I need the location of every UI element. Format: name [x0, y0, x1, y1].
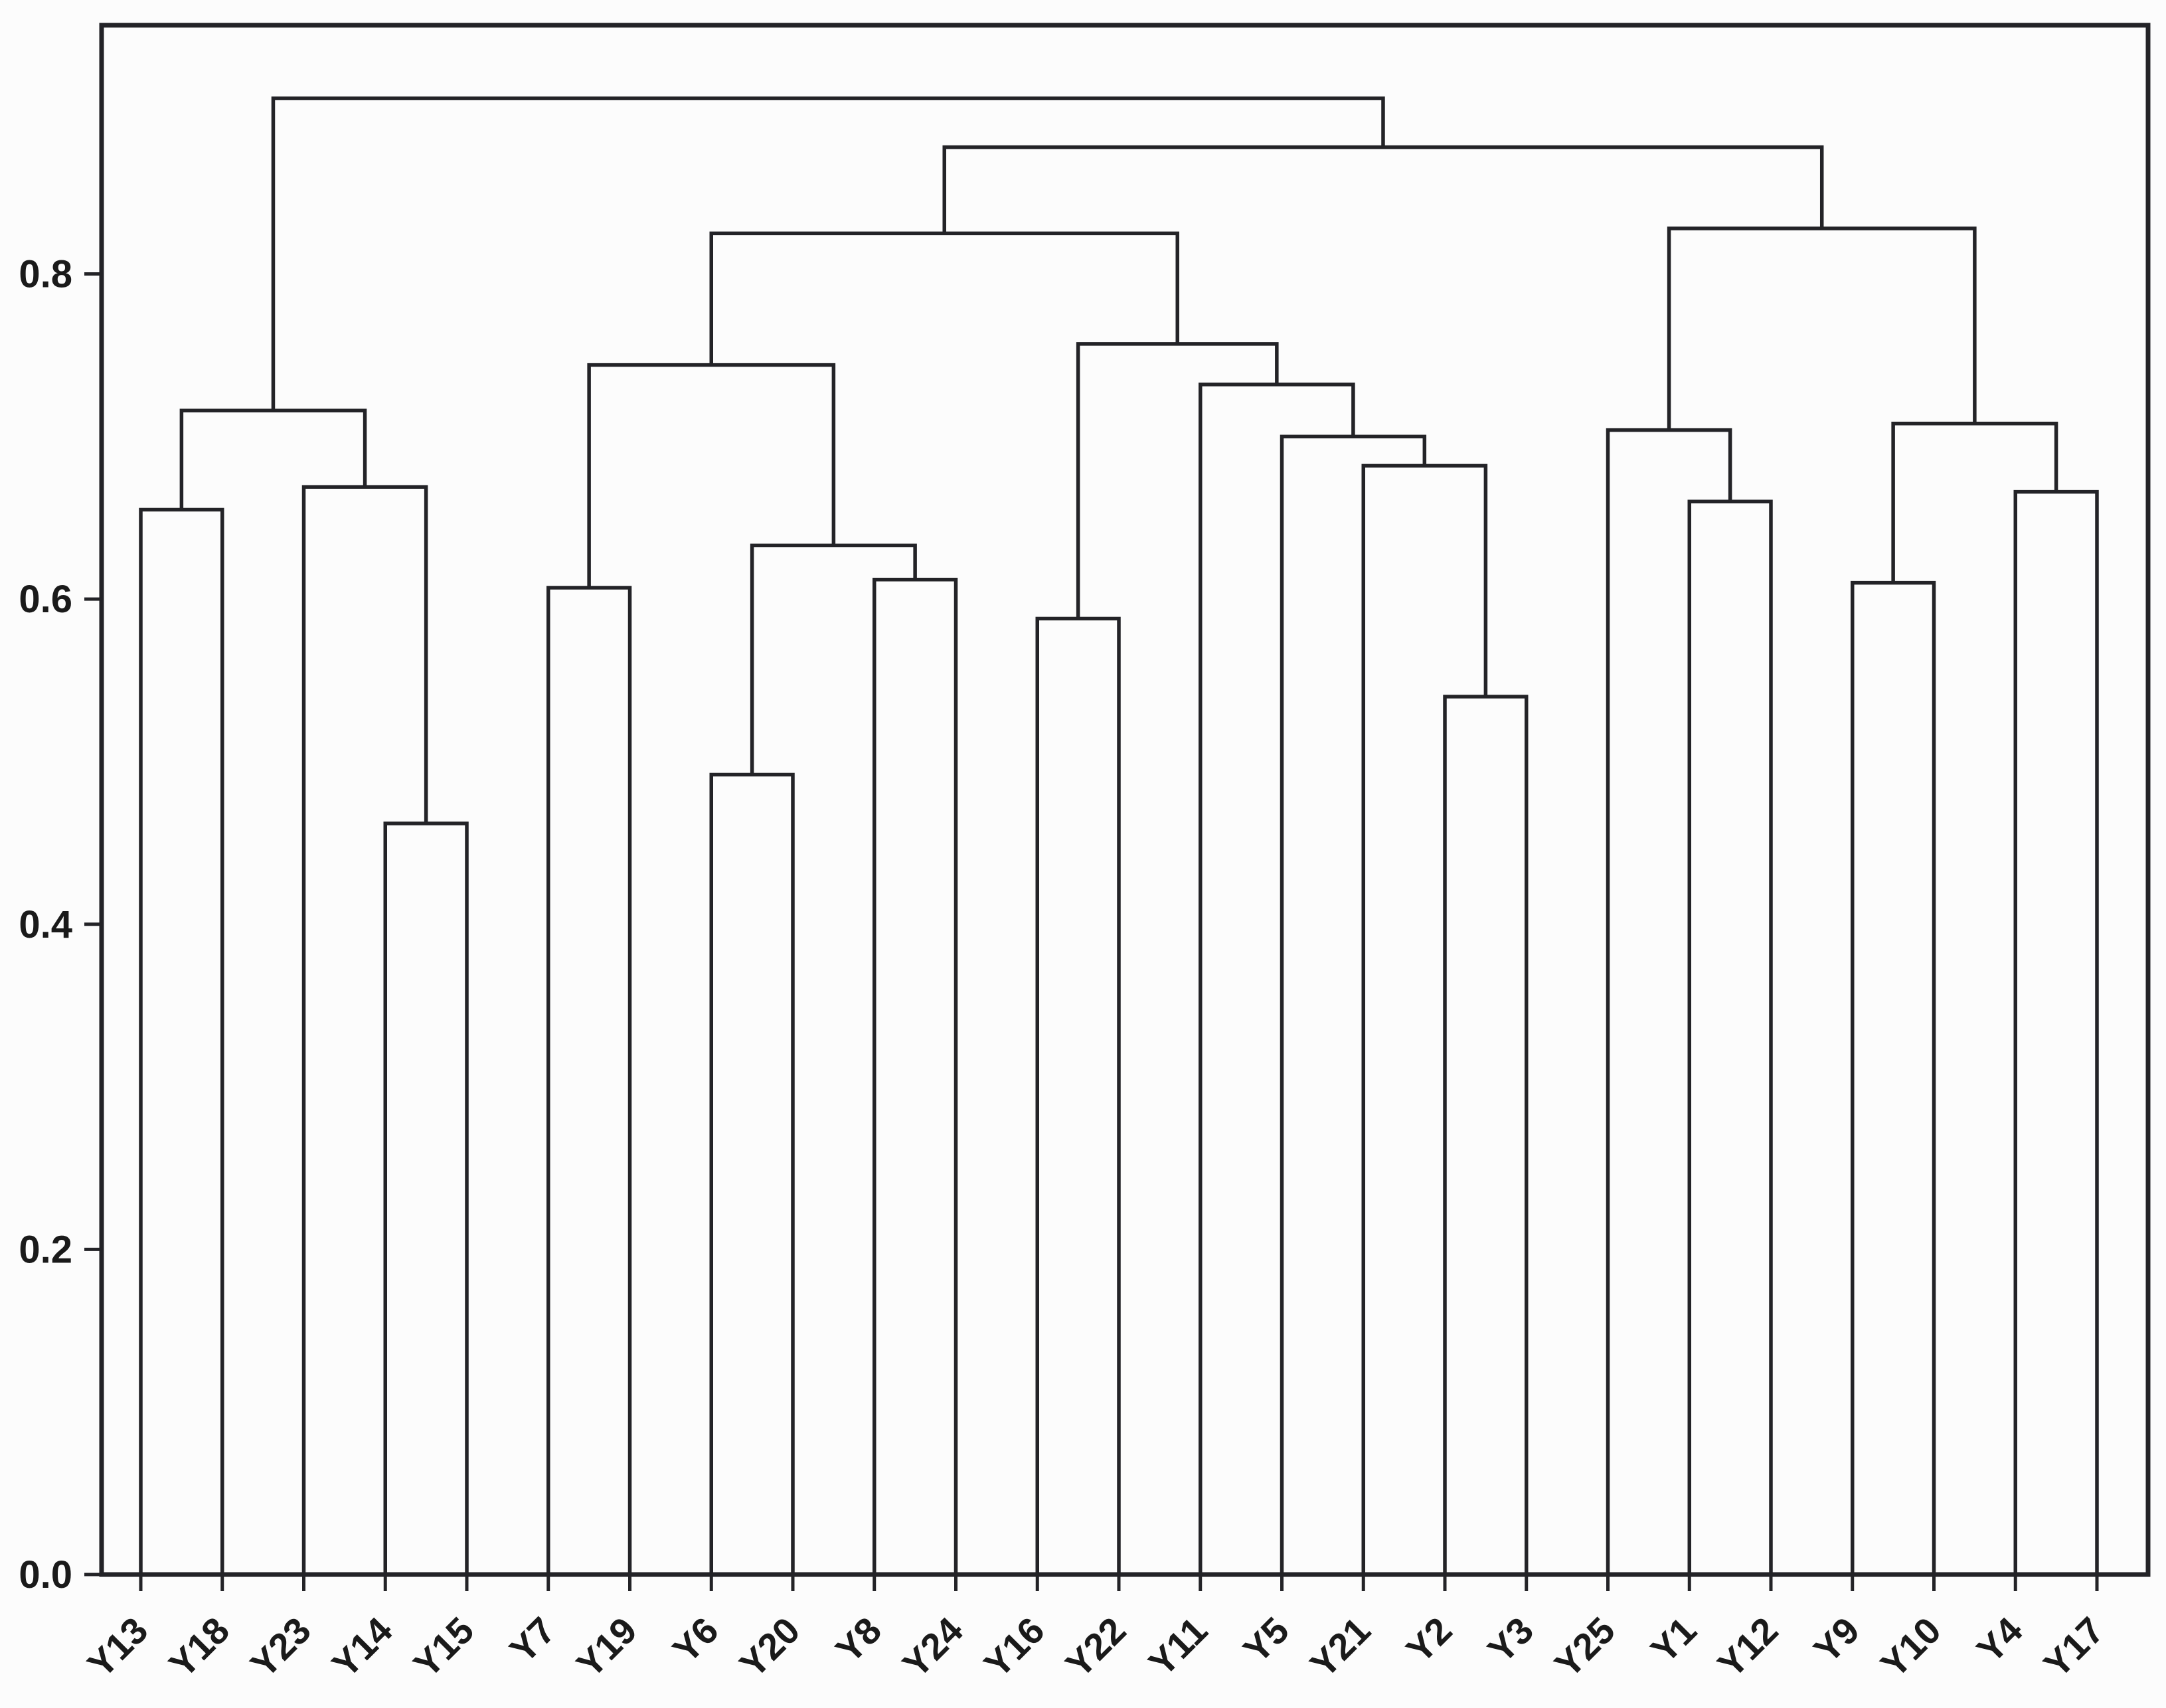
dendrogram-link-n2 — [383, 821, 469, 1575]
dendrogram-link-n15 — [1076, 342, 1279, 619]
dendrogram-link-n8 — [750, 543, 917, 775]
plot-border — [99, 23, 2151, 1577]
dendrogram-link-n11 — [1443, 695, 1529, 1575]
dendrogram-link-n16 — [709, 231, 1179, 365]
dendrogram-link-n24 — [271, 96, 1385, 411]
y-tick-label-0.6: 0.6 — [19, 578, 72, 621]
y-tick-label-0.0: 0.0 — [19, 1553, 72, 1596]
dendrogram-link-n18 — [1606, 428, 1732, 1575]
dendrogram-link-n20 — [2013, 489, 2099, 1575]
dendrogram-link-n4 — [179, 408, 367, 510]
dendrogram-link-n13 — [1280, 434, 1427, 1575]
y-tick-label-0.2: 0.2 — [19, 1228, 72, 1271]
dendrogram-link-n6 — [709, 772, 795, 1575]
dendrogram-link-n3 — [301, 485, 428, 1575]
y-tick-label-0.8: 0.8 — [19, 253, 72, 296]
dendrogram-link-n12 — [1361, 464, 1488, 1575]
y-tick-label-0.4: 0.4 — [19, 903, 72, 946]
